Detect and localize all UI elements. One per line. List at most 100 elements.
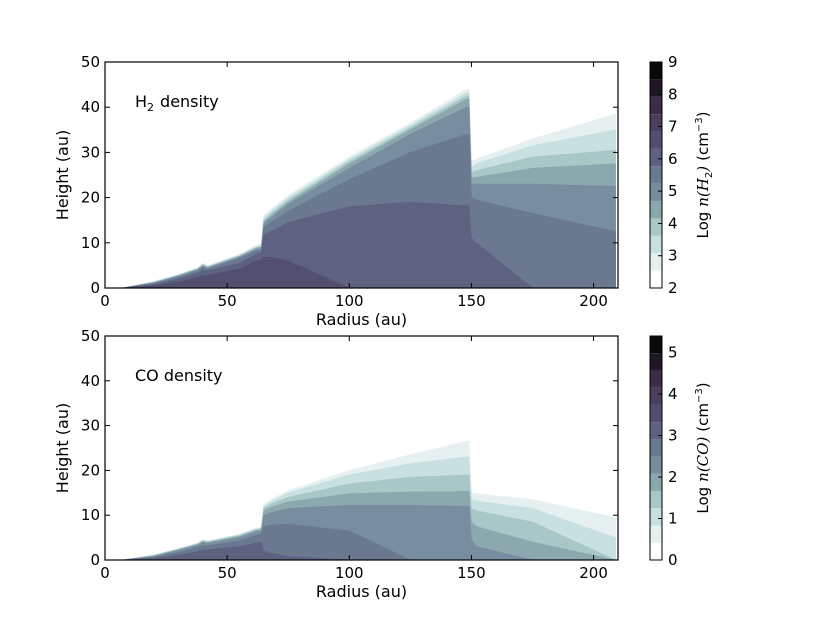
h2-annotation-main: H — [135, 92, 147, 111]
co-colorbar-segment — [650, 439, 662, 457]
h2-annotation-subscript: 2 — [147, 101, 154, 114]
co-colorbar-segment — [650, 422, 662, 440]
h2-x-axis-label: Radius (au) — [316, 310, 407, 329]
h2-colorbar-segment — [650, 131, 662, 149]
co-colorbar-segment — [650, 387, 662, 405]
h2-x-tick-label: 50 — [218, 292, 237, 310]
h2-cbar-label-unit-end: ) — [694, 112, 712, 118]
h2-y-tick-label: 20 — [81, 189, 100, 207]
h2-x-tick-label: 100 — [335, 292, 364, 310]
h2-colorbar-segment — [650, 183, 662, 202]
co-cbar-label-prefix: Log — [694, 487, 712, 514]
h2-x-tick-label: 0 — [100, 292, 110, 310]
h2-colorbar-segment — [650, 79, 662, 97]
h2-y-tick-label: 30 — [81, 143, 100, 161]
h2-y-tick-label: 0 — [90, 279, 100, 297]
co-x-tick-label: 150 — [457, 564, 486, 582]
co-colorbar: 0 1 2 3 4 5 — [649, 335, 678, 569]
co-colorbar-frame — [649, 335, 663, 561]
h2-x-tick-label: 200 — [579, 292, 608, 310]
co-contour-fills — [105, 440, 616, 561]
h2-colorbar-tick-label: 3 — [668, 247, 678, 265]
h2-cbar-label-var: n(H — [694, 177, 712, 207]
co-colorbar-tick-label: 0 — [668, 551, 678, 569]
co-colorbar-segment — [650, 542, 662, 560]
h2-annotation-suffix: density — [160, 92, 219, 111]
co-colorbar-segment — [650, 473, 662, 492]
co-y-ticks: 0 10 20 30 40 50 — [81, 327, 618, 569]
co-x-ticks: 0 50 100 150 200 — [100, 336, 608, 582]
h2-colorbar-tick-label: 9 — [668, 53, 678, 71]
co-cbar-label-unit-sup: −3 — [694, 388, 705, 403]
co-colorbar-tick-label: 4 — [668, 385, 678, 403]
h2-colorbar-tick-label: 6 — [668, 150, 678, 168]
h2-plot-frame — [104, 61, 619, 289]
co-y-tick-label: 0 — [90, 551, 100, 569]
h2-colorbar-tick-label: 4 — [668, 214, 678, 232]
co-colorbar-segment — [650, 404, 662, 423]
co-x-tick-label: 50 — [218, 564, 237, 582]
h2-colorbar-tick-label: 5 — [668, 182, 678, 200]
h2-y-tick-label: 50 — [81, 53, 100, 71]
h2-colorbar-segment — [650, 114, 662, 132]
h2-colorbar-tick-label: 2 — [668, 279, 678, 297]
co-colorbar-label: Log n(CO) (cm−3) — [694, 382, 712, 513]
h2-colorbar-tick-label: 8 — [668, 85, 678, 103]
h2-colorbar-segment — [650, 166, 662, 184]
h2-contour-level-6 — [105, 201, 616, 289]
h2-colorbar-segment — [650, 253, 662, 271]
h2-colorbar-frame — [649, 61, 663, 289]
co-colorbar-segment — [650, 508, 662, 526]
co-colorbar-segment — [650, 491, 662, 509]
h2-colorbar: 2 3 4 5 6 7 8 9 — [649, 53, 678, 297]
h2-colorbar-segment — [650, 218, 662, 236]
h2-colorbar-label: Log n(H2) (cm−3) — [694, 112, 715, 239]
co-y-tick-label: 40 — [81, 372, 100, 390]
co-panel-annotation: CO density — [135, 366, 223, 385]
co-cbar-label-var: n(CO) — [694, 437, 712, 482]
h2-cbar-label-var-end: ) — [694, 166, 712, 173]
co-x-tick-label: 200 — [579, 564, 608, 582]
h2-colorbar-segment — [650, 270, 662, 288]
co-x-axis-label: Radius (au) — [316, 582, 407, 601]
co-colorbar-segment — [650, 525, 662, 543]
co-colorbar-segment — [650, 353, 662, 371]
h2-y-axis-label: Height (au) — [53, 130, 72, 220]
co-y-tick-label: 30 — [81, 417, 100, 435]
h2-colorbar-tick-label: 7 — [668, 118, 678, 136]
h2-colorbar-segment — [650, 235, 662, 254]
co-colorbar-segment — [650, 456, 662, 474]
h2-colorbar-segment — [650, 201, 662, 219]
co-y-tick-label: 20 — [81, 461, 100, 479]
co-y-tick-label: 10 — [81, 506, 100, 524]
co-colorbar-segment — [650, 336, 662, 354]
h2-colorbar-segment — [650, 62, 662, 80]
h2-y-ticks: 0 10 20 30 40 50 — [81, 53, 618, 297]
h2-colorbar-segment — [650, 148, 662, 167]
h2-cbar-label-unit: (cm — [694, 132, 712, 161]
co-colorbar-tick-label: 5 — [668, 344, 678, 362]
h2-cbar-label-prefix: Log — [694, 212, 712, 239]
h2-cbar-label-unit-sup: −3 — [694, 117, 705, 132]
co-colorbar-tick-label: 2 — [668, 468, 678, 486]
co-x-tick-label: 100 — [335, 564, 364, 582]
co-cbar-label-unit-end: ) — [694, 382, 712, 388]
co-x-tick-label: 0 — [100, 564, 110, 582]
co-colorbar-segment — [650, 370, 662, 388]
h2-y-tick-label: 10 — [81, 234, 100, 252]
co-y-axis-label: Height (au) — [53, 403, 72, 493]
h2-x-ticks: 0 50 100 150 200 — [100, 62, 608, 310]
co-plot-frame — [104, 335, 619, 561]
h2-panel-annotation: H2 density — [135, 92, 219, 114]
co-colorbar-tick-label: 3 — [668, 427, 678, 445]
h2-contour-fills — [105, 88, 616, 289]
co-y-tick-label: 50 — [81, 327, 100, 345]
h2-y-tick-label: 40 — [81, 98, 100, 116]
h2-cbar-label-var-sub: 2 — [704, 172, 715, 178]
co-cbar-label-unit: (cm — [694, 403, 712, 432]
co-colorbar-tick-label: 1 — [668, 510, 678, 528]
h2-colorbar-segment — [650, 96, 662, 115]
